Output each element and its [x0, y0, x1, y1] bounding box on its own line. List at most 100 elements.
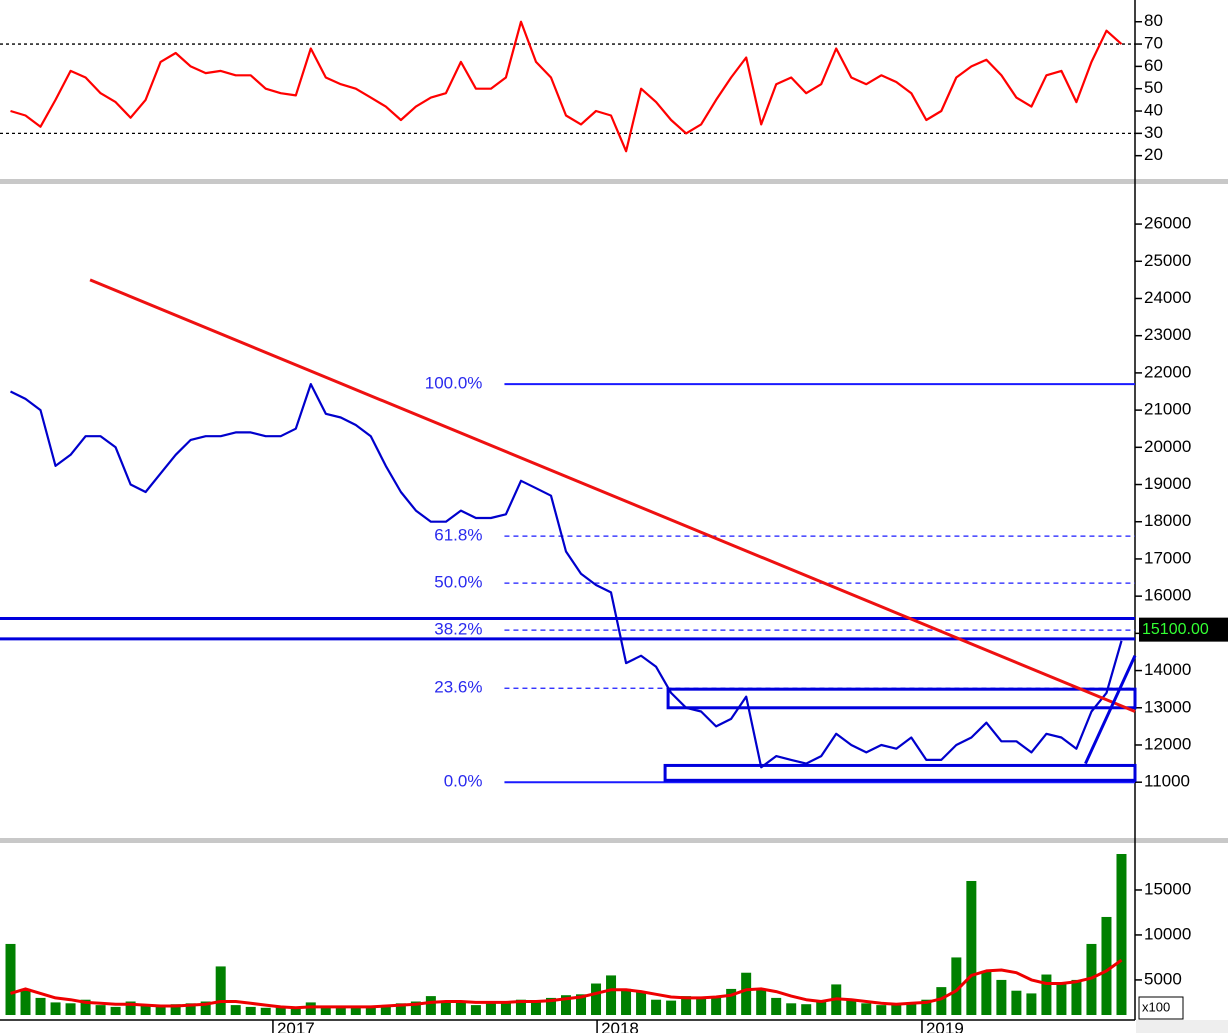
price-line	[10, 383, 1123, 769]
y-tick-label: 14000	[1144, 660, 1191, 679]
volume-bar	[741, 972, 752, 1015]
volume-bar	[425, 996, 436, 1015]
volume-bar	[1101, 916, 1112, 1015]
volume-bar	[576, 994, 587, 1015]
y-tick-label: 24000	[1144, 288, 1191, 307]
volume-bar	[155, 1006, 166, 1015]
volume-bar	[1041, 974, 1052, 1015]
y-tick-label: 20000	[1144, 437, 1191, 456]
y-tick-label: 16000	[1144, 586, 1191, 605]
y-tick-label: 11000	[1144, 772, 1190, 791]
volume-bar	[500, 1003, 511, 1015]
volume-bar	[861, 1003, 872, 1015]
volume-bar	[786, 1003, 797, 1015]
volume-bar	[170, 1004, 181, 1015]
price-line	[10, 20, 1123, 153]
volume-bar	[771, 997, 782, 1015]
volume-bar	[681, 996, 692, 1015]
volume-bar	[1026, 993, 1037, 1015]
volume-bar	[275, 1006, 286, 1015]
y-tick-label: 70	[1144, 34, 1163, 53]
range-box	[663, 763, 1137, 782]
y-tick-label: 60	[1144, 56, 1163, 75]
y-tick-label: 19000	[1144, 474, 1191, 493]
volume-bar	[350, 1007, 361, 1015]
volume-bar	[200, 1001, 211, 1015]
volume-bar	[260, 1007, 271, 1015]
unit-label: x100	[1142, 999, 1170, 1014]
volume-bar	[20, 988, 31, 1015]
trendline	[1084, 655, 1137, 765]
volume-bar	[936, 987, 947, 1015]
volume-bar	[455, 1001, 466, 1015]
volume-bar	[560, 995, 571, 1015]
y-tick-label: 22000	[1144, 362, 1191, 381]
volume-bar	[876, 1005, 887, 1015]
volume-bar	[5, 943, 16, 1015]
fib-label: 61.8%	[434, 526, 482, 545]
volume-bar	[305, 1002, 316, 1015]
volume-bar	[80, 999, 91, 1015]
volume-bar	[966, 880, 977, 1015]
volume-bar	[726, 988, 737, 1015]
fib-label: 38.2%	[434, 620, 482, 639]
volume-bar	[636, 992, 647, 1015]
fib-label: 23.6%	[434, 678, 482, 697]
moving-average	[10, 958, 1123, 1010]
volume-bar	[395, 1003, 406, 1015]
last-price-box	[1139, 617, 1228, 642]
volume-bar	[65, 1003, 76, 1015]
volume-bar	[1056, 984, 1067, 1015]
y-tick-label: 50	[1144, 78, 1163, 97]
fib-label: 100.0%	[425, 374, 483, 393]
volume-bar	[35, 997, 46, 1015]
y-tick-label: 23000	[1144, 325, 1191, 344]
volume-bar	[591, 983, 602, 1015]
volume-bar	[621, 988, 632, 1015]
y-tick-label: 13000	[1144, 697, 1191, 716]
volume-bar	[846, 999, 857, 1015]
volume-bar	[515, 999, 526, 1015]
volume-bar	[801, 1004, 812, 1015]
volume-bar	[185, 1003, 196, 1015]
volume-bar	[1071, 979, 1082, 1015]
volume-bar	[921, 999, 932, 1015]
volume-bar	[440, 1002, 451, 1015]
x-tick-label: 2018	[601, 1019, 639, 1033]
volume-bar	[1116, 853, 1127, 1015]
y-tick-label: 40	[1144, 101, 1163, 120]
y-tick-label: 10000	[1144, 924, 1191, 943]
volume-bar	[125, 1001, 136, 1015]
fib-label: 0.0%	[444, 772, 483, 791]
y-tick-label: 20	[1144, 145, 1163, 164]
volume-bar	[906, 1002, 917, 1015]
y-tick-label: 30	[1144, 123, 1163, 142]
pane-separator	[0, 179, 1228, 184]
volume-bar	[545, 997, 556, 1015]
volume-bar	[50, 1002, 61, 1015]
volume-bar	[410, 1001, 421, 1015]
x-tick-label: 2019	[926, 1019, 964, 1033]
volume-bar	[816, 1001, 827, 1015]
volume-bar	[530, 1001, 541, 1015]
last-price-label: 15100.00	[1142, 621, 1209, 638]
volume-bar	[1011, 990, 1022, 1015]
y-tick-label: 26000	[1144, 214, 1191, 233]
volume-bar	[756, 988, 767, 1015]
volume-bar	[245, 1006, 256, 1015]
y-tick-label: 15000	[1144, 879, 1191, 898]
volume-bar	[891, 1004, 902, 1015]
trendline	[89, 278, 1136, 713]
volume-bar	[470, 1005, 481, 1015]
volume-bar	[666, 1000, 677, 1015]
volume-bar	[140, 1005, 151, 1015]
pane-separator	[0, 838, 1228, 843]
y-tick-label: 18000	[1144, 511, 1191, 530]
volume-bar	[335, 1006, 346, 1015]
volume-bar	[996, 979, 1007, 1015]
y-tick-label: 80	[1144, 11, 1163, 30]
fib-label: 50.0%	[434, 573, 482, 592]
volume-bar	[110, 1006, 121, 1015]
corner	[1136, 1020, 1228, 1033]
